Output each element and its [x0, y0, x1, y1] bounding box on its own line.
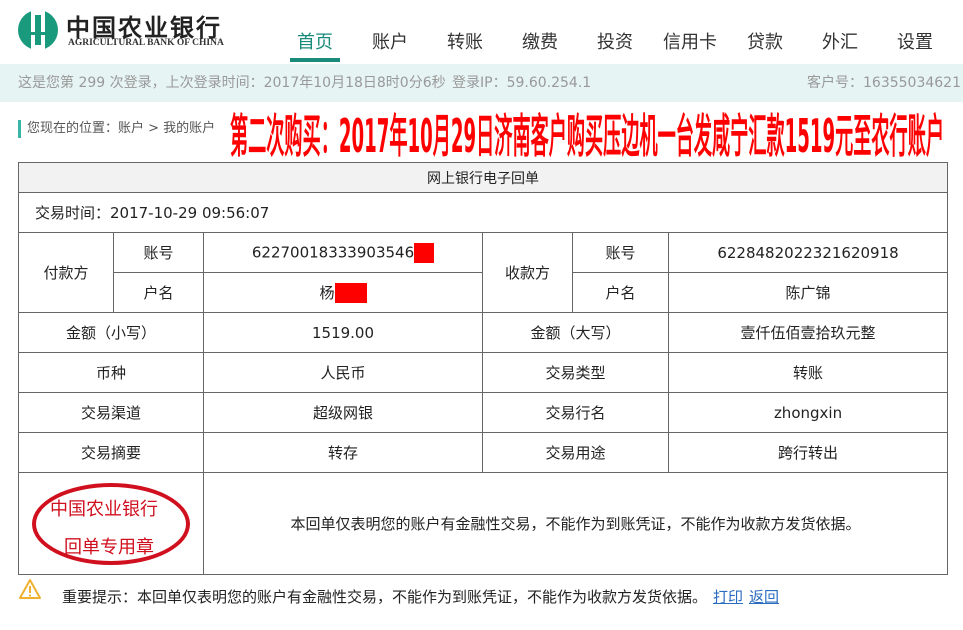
row-label: 交易渠道: [18, 392, 204, 433]
bank-stamp: 中国农业银行回单专用章: [32, 482, 190, 565]
row-value: 转存: [203, 432, 483, 473]
table-row: 交易摘要 转存 交易用途 跨行转出: [18, 432, 949, 473]
nav-active-indicator: [290, 58, 340, 62]
header: 中国农业银行 AGRICULTURAL BANK OF CHINA 首页 账户 …: [0, 0, 963, 64]
payer-account-value: 62270018333903546: [251, 243, 415, 261]
print-link[interactable]: 打印: [713, 588, 744, 606]
payer-name-value: 杨: [319, 283, 335, 302]
overlay-annotation: 第二次购买：2017年10月29日济南客户购买压边机一台发咸宁汇款1519元至农…: [230, 109, 944, 160]
row-label: 交易用途: [482, 432, 669, 473]
redaction-box: [334, 283, 367, 304]
important-tip: 重要提示：本回单仅表明您的账户有金融性交易，不能作为到账凭证，不能作为收款方发货…: [62, 586, 779, 607]
table-row: 币种 人民币 交易类型 转账: [18, 352, 949, 393]
warning-icon: [19, 579, 41, 599]
row-value: 人民币: [203, 352, 483, 393]
login-info: 这是您第 299 次登录，上次登录时间：2017年10月18日8时0分6秒: [18, 75, 446, 91]
stamp-line1: 中国农业银行: [50, 498, 158, 520]
stamp-line2: 回单专用章: [64, 536, 154, 558]
payee-label: 收款方: [482, 232, 573, 313]
row-label: 交易类型: [482, 352, 669, 393]
row-label: 币种: [18, 352, 204, 393]
row-label: 交易行名: [482, 392, 669, 433]
payee-name-label: 户名: [572, 272, 669, 313]
login-info-bar: 这是您第 299 次登录，上次登录时间：2017年10月18日8时0分6秒 登录…: [0, 64, 963, 102]
row-value: 1519.00: [203, 312, 483, 353]
receipt-notice: 本回单仅表明您的账户有金融性交易，不能作为到账凭证，不能作为收款方发货依据。: [202, 472, 949, 575]
row-value: zhongxin: [667, 392, 949, 433]
row-value: 跨行转出: [667, 432, 949, 473]
nav-invest[interactable]: 投资: [597, 32, 633, 53]
login-ip: 登录IP：59.60.254.1: [452, 75, 592, 91]
nav-transfer[interactable]: 转账: [447, 32, 483, 53]
nav-account[interactable]: 账户: [372, 32, 408, 53]
payer-account: 62270018333903546: [203, 232, 483, 273]
payee-account-label: 账号: [572, 232, 669, 273]
payee-account: 6228482022321620918: [667, 232, 949, 273]
abc-logo-icon: [18, 10, 58, 50]
row-value: 壹仟伍佰壹拾玖元整: [667, 312, 949, 353]
payer-account-label: 账号: [113, 232, 204, 273]
nav-payment[interactable]: 缴费: [522, 32, 558, 53]
row-label: 金额（小写）: [18, 312, 204, 353]
receipt-title: 网上银行电子回单: [17, 162, 949, 193]
nav-credit-card[interactable]: 信用卡: [663, 32, 717, 53]
row-label: 金额（大写）: [482, 312, 669, 353]
nav-forex[interactable]: 外汇: [822, 32, 858, 53]
row-label: 交易摘要: [18, 432, 204, 473]
tip-text: 重要提示：本回单仅表明您的账户有金融性交易，不能作为到账凭证，不能作为收款方发货…: [62, 588, 708, 606]
overlay-annotation-text: 第二次购买：2017年10月29日济南客户购买压边机一台发咸宁汇款1519元至农…: [230, 109, 944, 160]
brand-name-en: AGRICULTURAL BANK OF CHINA: [68, 38, 224, 48]
payer-label: 付款方: [18, 232, 114, 313]
payer-name-label: 户名: [113, 272, 204, 313]
nav-loan[interactable]: 贷款: [747, 32, 783, 53]
stamp-cell: 中国农业银行回单专用章: [18, 472, 204, 575]
nav-home[interactable]: 首页: [297, 32, 333, 53]
nav-settings[interactable]: 设置: [897, 32, 933, 53]
row-value: 超级网银: [203, 392, 483, 433]
receipt-table: 网上银行电子回单 交易时间：2017-10-29 09:56:07 付款方 账号…: [17, 162, 949, 575]
breadcrumb: 您现在的位置：账户 > 我的账户: [18, 120, 215, 138]
transaction-time: 交易时间：2017-10-29 09:56:07: [17, 192, 949, 233]
payee-name: 陈广锦: [667, 272, 949, 313]
customer-number: 客户号：16355034621: [807, 75, 961, 91]
row-value: 转账: [667, 352, 949, 393]
table-row: 金额（小写） 1519.00 金额（大写） 壹仟伍佰壹拾玖元整: [18, 312, 949, 353]
brand-name: 中国农业银行: [66, 13, 222, 42]
redaction-box: [414, 242, 435, 263]
back-link[interactable]: 返回: [749, 588, 780, 606]
table-row: 交易渠道 超级网银 交易行名 zhongxin: [18, 392, 949, 433]
payer-name: 杨: [203, 272, 483, 313]
